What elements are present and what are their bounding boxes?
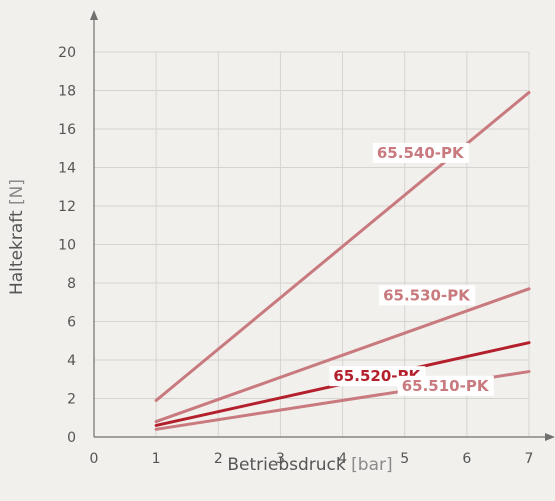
x-axis-label: Betriebsdruck bbox=[227, 455, 346, 475]
x-tick-label: 5 bbox=[400, 451, 409, 467]
series-label-background bbox=[372, 142, 469, 163]
x-tick-label: 6 bbox=[462, 451, 471, 467]
x-tick-label: 1 bbox=[152, 451, 161, 467]
x-tick-label: 3 bbox=[276, 451, 285, 467]
y-tick-labels: 0 2 4 6 8 10 12 14 16 18 20 bbox=[58, 45, 76, 446]
series-label-background bbox=[397, 375, 494, 396]
y-tick-label: 10 bbox=[58, 238, 76, 254]
x-axis-arrow-icon bbox=[545, 433, 555, 441]
series-label-group: 65.510-PK bbox=[397, 375, 494, 396]
y-tick-label: 4 bbox=[67, 353, 76, 369]
x-tick-label: 0 bbox=[90, 451, 99, 467]
series-label-65.540-PK: 65.540-PK bbox=[377, 144, 465, 162]
grid bbox=[94, 51, 530, 437]
x-tick-labels: 0 1 2 3 4 5 6 7 bbox=[90, 451, 534, 467]
y-tick-label: 0 bbox=[67, 430, 76, 446]
y-tick-label: 18 bbox=[58, 84, 76, 100]
x-tick-label: 2 bbox=[214, 451, 223, 467]
y-tick-label: 2 bbox=[67, 392, 76, 408]
y-tick-label: 12 bbox=[58, 199, 76, 215]
y-tick-label: 20 bbox=[58, 45, 76, 61]
y-axis-arrow-icon bbox=[90, 10, 98, 20]
x-axis-unit: [bar] bbox=[351, 455, 392, 475]
y-tick-label: 14 bbox=[58, 161, 76, 177]
x-tick-label: 4 bbox=[338, 451, 347, 467]
series-label-background bbox=[379, 285, 476, 306]
y-axis-title: Haltekraft [N] bbox=[7, 179, 27, 295]
series-label-65.530-PK: 65.530-PK bbox=[383, 286, 471, 304]
axes bbox=[90, 10, 555, 441]
series-line-65.530-PK bbox=[154, 287, 531, 424]
y-axis-unit: [N] bbox=[7, 179, 27, 205]
y-axis-label: Haltekraft bbox=[7, 210, 27, 295]
y-tick-label: 16 bbox=[58, 122, 76, 138]
y-tick-label: 6 bbox=[67, 315, 76, 331]
series-label-group: 65.540-PK bbox=[372, 142, 469, 163]
y-tick-label: 8 bbox=[67, 276, 76, 292]
x-axis-title: Betriebsdruck [bar] bbox=[227, 455, 392, 475]
x-tick-label: 7 bbox=[525, 451, 534, 467]
series-label-65.510-PK: 65.510-PK bbox=[402, 377, 490, 395]
series-label-group: 65.530-PK bbox=[379, 285, 476, 306]
